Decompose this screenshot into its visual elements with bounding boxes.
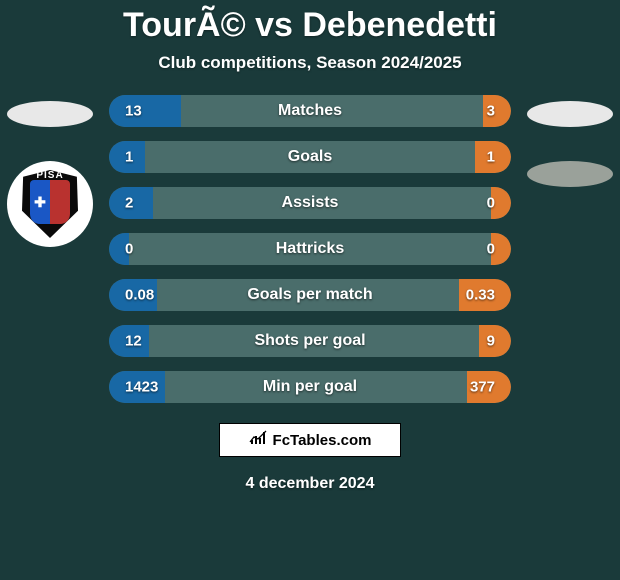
stat-bar: 133Matches (109, 95, 511, 127)
stat-bar: 20Assists (109, 187, 511, 219)
stat-label: Shots per goal (109, 332, 511, 350)
stat-label: Min per goal (109, 378, 511, 396)
chart-icon (249, 430, 267, 450)
stat-label: Assists (109, 194, 511, 212)
shield-icon: PISA ✚ (22, 170, 78, 238)
shield-left-half: ✚ (30, 180, 50, 224)
stat-label: Matches (109, 102, 511, 120)
shield-inner: ✚ (30, 180, 70, 224)
stat-bar: 11Goals (109, 141, 511, 173)
right-column (525, 95, 615, 187)
stat-label: Hattricks (109, 240, 511, 258)
stat-bar: 129Shots per goal (109, 325, 511, 357)
stat-bar: 00Hattricks (109, 233, 511, 265)
date-label: 4 december 2024 (246, 475, 375, 493)
left-club-badge: PISA ✚ (7, 161, 93, 247)
stat-label: Goals (109, 148, 511, 166)
source-label: FcTables.com (273, 432, 372, 449)
infographic-root: TourÃ© vs Debenedetti Club competitions,… (0, 0, 620, 580)
stat-label: Goals per match (109, 286, 511, 304)
left-player-oval (7, 101, 93, 127)
right-club-oval (527, 161, 613, 187)
comparison-row: PISA ✚ 133Matches 11Goals 20Assists 00Hattr… (0, 95, 620, 403)
stats-column: 133Matches 11Goals 20Assists 00Hattricks 0.0… (109, 95, 511, 403)
page-title: TourÃ© vs Debenedetti (123, 6, 497, 45)
left-column: PISA ✚ (5, 95, 95, 247)
shield-right-half (50, 180, 70, 224)
stat-bar: 1423377Min per goal (109, 371, 511, 403)
page-subtitle: Club competitions, Season 2024/2025 (158, 53, 461, 73)
right-player-oval (527, 101, 613, 127)
stat-bar: 0.080.33Goals per match (109, 279, 511, 311)
source-badge[interactable]: FcTables.com (219, 423, 401, 457)
